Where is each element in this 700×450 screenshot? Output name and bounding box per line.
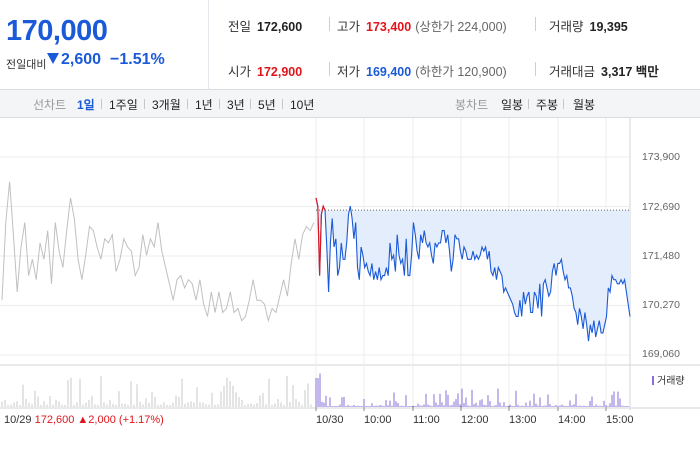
- chart-tab-bar: 선차트 1일 1주일 3개월 1년 3년 5년 10년 봉차트 일봉 주봉 월봉: [0, 90, 700, 118]
- tab-monthly-candle[interactable]: 월봉: [573, 98, 596, 112]
- x-tick-label: 10:00: [364, 414, 392, 426]
- change-value: 2,600: [47, 51, 101, 69]
- prev-day-summary: 10/29 172,600 ▲2,000 (+1.17%): [4, 414, 164, 426]
- stat-low: 저가 169,400 (하한가 120,900): [337, 65, 507, 79]
- y-tick-label: 169,060: [642, 348, 680, 360]
- x-tick-label: 15:00: [606, 414, 634, 426]
- x-tick-label: 14:00: [558, 414, 586, 426]
- volume-legend: 거래량: [652, 372, 685, 387]
- x-tick-label: 10/30: [316, 414, 344, 426]
- series-line-prev-day: [1, 181, 315, 323]
- tab-1year[interactable]: 1년: [195, 98, 213, 112]
- line-chart-label: 선차트: [33, 98, 67, 112]
- stat-high: 고가 173,400 (상한가 224,000): [337, 20, 507, 34]
- y-tick-label: 172,690: [642, 201, 680, 213]
- candle-chart-label: 봉차트: [455, 98, 489, 112]
- y-tick-label: 170,270: [642, 299, 680, 311]
- current-price: 170,000: [6, 15, 108, 47]
- volume-swatch: [652, 376, 654, 385]
- stat-open: 시가 172,900: [228, 65, 303, 79]
- y-tick-label: 171,480: [642, 250, 680, 262]
- x-tick-label: 11:00: [413, 414, 440, 426]
- price-box: 170,000 전일대비 2,600 −1.51%: [0, 0, 209, 90]
- series-line-today-up: [315, 197, 326, 276]
- x-tick-label: 13:00: [509, 414, 537, 426]
- tab-5years[interactable]: 5년: [258, 98, 276, 112]
- below-prev-close-fill: [316, 210, 630, 342]
- tab-10years[interactable]: 10년: [290, 98, 315, 112]
- change-label: 전일대비: [6, 58, 47, 71]
- quote-header: 170,000 전일대비 2,600 −1.51% 전일 172,600 고가 17…: [0, 0, 700, 90]
- tab-3years[interactable]: 3년: [227, 98, 245, 112]
- series-line-today: [315, 197, 631, 342]
- tab-weekly-candle[interactable]: 주봉: [536, 98, 559, 112]
- tab-1week[interactable]: 1주일: [109, 98, 138, 112]
- tab-daily-candle[interactable]: 일봉: [501, 98, 524, 112]
- stat-prev-close: 전일 172,600: [228, 20, 303, 34]
- stat-amount: 거래대금 3,317 백만: [549, 65, 659, 79]
- down-triangle-icon: [47, 53, 59, 64]
- change-percent: −1.51%: [110, 51, 165, 68]
- tab-1day[interactable]: 1일: [77, 98, 95, 112]
- y-tick-label: 173,900: [642, 151, 680, 163]
- x-tick-label: 12:00: [461, 414, 489, 426]
- stat-volume: 거래량 19,395: [549, 20, 628, 34]
- tab-3months[interactable]: 3개월: [152, 98, 181, 112]
